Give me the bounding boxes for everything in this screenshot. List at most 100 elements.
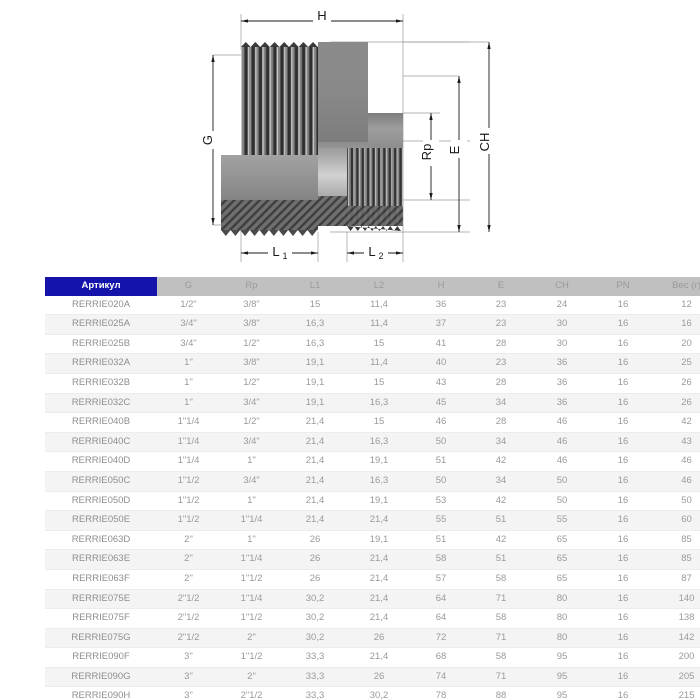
cell-rp: 2"1/2 (220, 686, 283, 700)
cell-l1: 26 (283, 530, 347, 551)
cell-e: 71 (471, 589, 531, 610)
cell-ch: 95 (531, 667, 593, 688)
cell-h: 74 (411, 667, 471, 688)
cell-ch: 30 (531, 334, 593, 355)
cell-rp: 1"1/2 (220, 569, 283, 590)
cell-rp: 1"1/4 (220, 510, 283, 531)
table-row[interactable]: RERRIE090G 3" 2" 33,3 26 74 71 95 16 205 (45, 667, 700, 688)
table-row[interactable]: RERRIE032C 1" 3/4" 19,1 16,3 45 34 36 16 26 (45, 393, 700, 414)
cell-rp: 1/2" (220, 334, 283, 355)
table-row[interactable]: RERRIE025B 3/4" 1/2" 16,3 15 41 28 30 16 20 (45, 334, 700, 355)
cell-l2: 26 (347, 628, 411, 649)
cell-l2: 16,3 (347, 393, 411, 414)
cell-ch: 65 (531, 569, 593, 590)
cell-l1: 21,4 (283, 510, 347, 531)
table-row[interactable]: RERRIE020A 1/2" 3/8" 15 11,4 36 23 24 16 12 (45, 295, 700, 316)
cell-: 205 (653, 667, 700, 688)
cell-g: 2" (157, 569, 220, 590)
cell-rp: 3/8" (220, 353, 283, 374)
cell-g: 1" (157, 353, 220, 374)
cell-g: 2"1/2 (157, 628, 220, 649)
cell-ch: 36 (531, 353, 593, 374)
cell-l2: 16,3 (347, 432, 411, 453)
cell-e: 88 (471, 686, 531, 700)
cell-h: 53 (411, 491, 471, 512)
table-row[interactable]: RERRIE063F 2" 1"1/2 26 21,4 57 58 65 16 87 (45, 569, 700, 590)
cell-h: 64 (411, 589, 471, 610)
table-row[interactable]: RERRIE075G 2"1/2 2" 30,2 26 72 71 80 16 142 (45, 628, 700, 649)
specification-table: Артикул G Rp L1 L2 H E CH PN Вес (г) RER… (45, 277, 700, 700)
cell-pn: 16 (593, 491, 653, 512)
cell-: 16 (653, 314, 700, 335)
table-row[interactable]: RERRIE050C 1"1/2 3/4" 21,4 16,3 50 34 50 16 46 (45, 471, 700, 492)
cell-article: RERRIE020A (45, 295, 157, 316)
cell-ch: 24 (531, 295, 593, 316)
cell-l2: 15 (347, 412, 411, 433)
cell-article: RERRIE075F (45, 608, 157, 629)
table-row[interactable]: RERRIE025A 3/4" 3/8" 16,3 11,4 37 23 30 16 16 (45, 314, 700, 335)
cell-l1: 33,3 (283, 647, 347, 668)
cell-article: RERRIE063F (45, 569, 157, 590)
cell-rp: 2" (220, 628, 283, 649)
cell-h: 41 (411, 334, 471, 355)
cell-rp: 2" (220, 667, 283, 688)
cell-l1: 26 (283, 549, 347, 570)
cell-pn: 16 (593, 530, 653, 551)
column-header-pn: PN (593, 277, 653, 296)
cell-: 50 (653, 491, 700, 512)
cell-e: 51 (471, 549, 531, 570)
dim-label-l2: L (368, 244, 375, 259)
cell-article: RERRIE063D (45, 530, 157, 551)
dim-label-l1: L (272, 244, 279, 259)
cell-rp: 1/2" (220, 412, 283, 433)
table-row[interactable]: RERRIE075E 2"1/2 1"1/4 30,2 21,4 64 71 80 16 140 (45, 589, 700, 610)
cell-article: RERRIE063E (45, 549, 157, 570)
table-row[interactable]: RERRIE063D 2" 1" 26 19,1 51 42 65 16 85 (45, 530, 700, 551)
cell-rp: 3/4" (220, 393, 283, 414)
dim-label-l1-subscript: 1 (282, 251, 287, 261)
cell-: 140 (653, 589, 700, 610)
cell-: 60 (653, 510, 700, 531)
table-row[interactable]: RERRIE040D 1"1/4 1" 21,4 19,1 51 42 46 16 46 (45, 451, 700, 472)
table-row[interactable]: RERRIE032B 1" 1/2" 19,1 15 43 28 36 16 26 (45, 373, 700, 394)
cell-rp: 1"1/4 (220, 549, 283, 570)
column-header-e: E (471, 277, 531, 296)
cell-h: 55 (411, 510, 471, 531)
cell-e: 28 (471, 373, 531, 394)
cell-l2: 21,4 (347, 569, 411, 590)
cell-: 200 (653, 647, 700, 668)
cell-: 85 (653, 530, 700, 551)
cell-g: 3" (157, 686, 220, 700)
cell-e: 42 (471, 530, 531, 551)
table-row[interactable]: RERRIE040C 1"1/4 3/4" 21,4 16,3 50 34 46 16 43 (45, 432, 700, 453)
cell-article: RERRIE032A (45, 353, 157, 374)
table-row[interactable]: RERRIE090H 3" 2"1/2 33,3 30,2 78 88 95 16 215 (45, 686, 700, 700)
cell-ch: 46 (531, 451, 593, 472)
table-row[interactable]: RERRIE040B 1"1/4 1/2" 21,4 15 46 28 46 16 42 (45, 412, 700, 433)
cell-h: 57 (411, 569, 471, 590)
cell-l1: 21,4 (283, 451, 347, 472)
cell-: 87 (653, 569, 700, 590)
table-row[interactable]: RERRIE050D 1"1/2 1" 21,4 19,1 53 42 50 16 50 (45, 491, 700, 512)
cell-rp: 1/2" (220, 373, 283, 394)
cell-rp: 1"1/2 (220, 608, 283, 629)
hex-shoulder-upper (318, 42, 368, 142)
column-header-rp: Rp (220, 277, 283, 296)
column-header-l1: L1 (283, 277, 347, 296)
cell-e: 71 (471, 667, 531, 688)
cell-h: 40 (411, 353, 471, 374)
table-row[interactable]: RERRIE063E 2" 1"1/4 26 21,4 58 51 65 16 85 (45, 549, 700, 570)
table-row[interactable]: RERRIE032A 1" 3/8" 19,1 11,4 40 23 36 16 25 (45, 353, 700, 374)
dim-label-e: E (447, 145, 462, 154)
column-header-g: G (157, 277, 220, 296)
table-row[interactable]: RERRIE050E 1"1/2 1"1/4 21,4 21,4 55 51 55 16 60 (45, 510, 700, 531)
table-row[interactable]: RERRIE075F 2"1/2 1"1/2 30,2 21,4 64 58 80 16 138 (45, 608, 700, 629)
cell-h: 45 (411, 393, 471, 414)
cell-e: 23 (471, 314, 531, 335)
cell-ch: 50 (531, 491, 593, 512)
cell-l1: 21,4 (283, 471, 347, 492)
cell-ch: 80 (531, 589, 593, 610)
cell-pn: 16 (593, 295, 653, 316)
cell-l2: 21,4 (347, 608, 411, 629)
table-row[interactable]: RERRIE090F 3" 1"1/2 33,3 21,4 68 58 95 16 200 (45, 647, 700, 668)
